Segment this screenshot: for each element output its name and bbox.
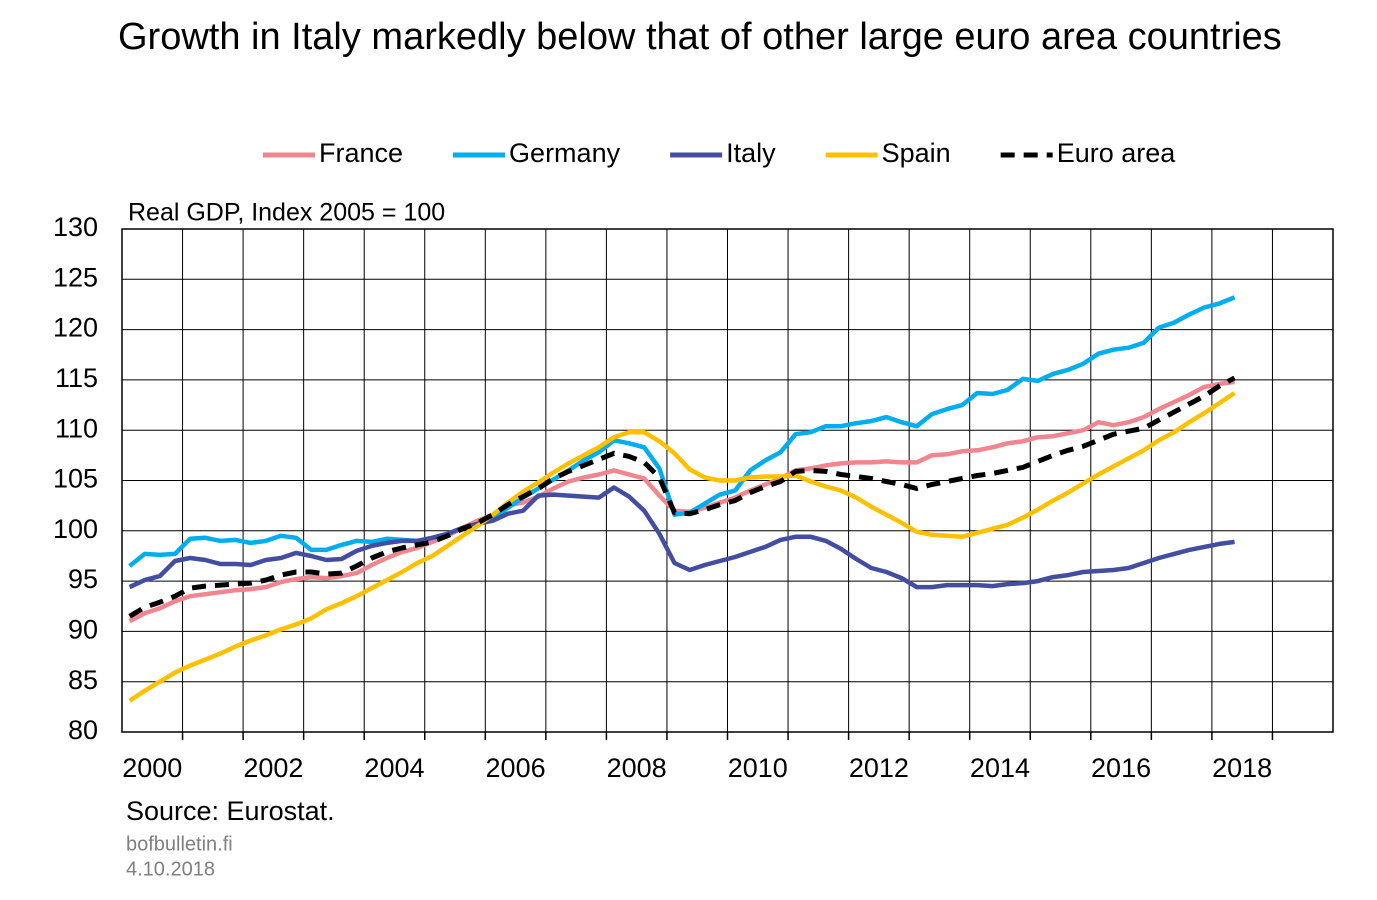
y-tick-label: 130 bbox=[53, 212, 98, 242]
y-tick-label: 125 bbox=[53, 262, 98, 292]
y-tick-label: 85 bbox=[68, 665, 98, 695]
date: 4.10.2018 bbox=[126, 858, 215, 880]
x-tick-label: 2002 bbox=[243, 753, 303, 783]
y-tick-label: 120 bbox=[53, 313, 98, 343]
legend-label: Italy bbox=[726, 138, 776, 168]
series-line bbox=[128, 485, 1235, 590]
plot-frame bbox=[121, 228, 1334, 733]
x-tick-label: 2000 bbox=[122, 753, 182, 783]
y-tick-label: 110 bbox=[55, 413, 98, 443]
y-tick-label: 90 bbox=[68, 615, 98, 645]
site: bofbulletin.fi bbox=[126, 833, 233, 855]
y-tick-label: 115 bbox=[55, 363, 98, 393]
x-tick-label: 2006 bbox=[486, 753, 546, 783]
x-tick-label: 2010 bbox=[728, 753, 788, 783]
x-tick-label: 2012 bbox=[849, 753, 909, 783]
y-tick-label: 100 bbox=[53, 514, 98, 544]
series-line bbox=[128, 375, 1236, 619]
legend-label: Euro area bbox=[1057, 138, 1177, 168]
y-tick-label: 80 bbox=[68, 715, 98, 745]
x-tick-label: 2008 bbox=[607, 753, 667, 783]
legend-label: France bbox=[319, 138, 403, 168]
x-tick-label: 2004 bbox=[364, 753, 424, 783]
chart-title: Growth in Italy markedly below that of o… bbox=[118, 16, 1282, 58]
x-tick-label: 2018 bbox=[1212, 753, 1272, 783]
series-line bbox=[128, 391, 1236, 703]
x-tick-label: 2014 bbox=[970, 753, 1030, 783]
series-line bbox=[128, 379, 1235, 624]
legend-label: Germany bbox=[509, 138, 621, 168]
y-axis-label: Real GDP, Index 2005 = 100 bbox=[128, 199, 445, 227]
legend-label: Spain bbox=[882, 138, 951, 168]
source: Source: Eurostat. bbox=[126, 796, 335, 826]
series-line bbox=[128, 295, 1236, 568]
y-tick-label: 105 bbox=[53, 464, 98, 494]
x-tick-label: 2016 bbox=[1091, 753, 1151, 783]
y-tick-label: 95 bbox=[68, 564, 98, 594]
